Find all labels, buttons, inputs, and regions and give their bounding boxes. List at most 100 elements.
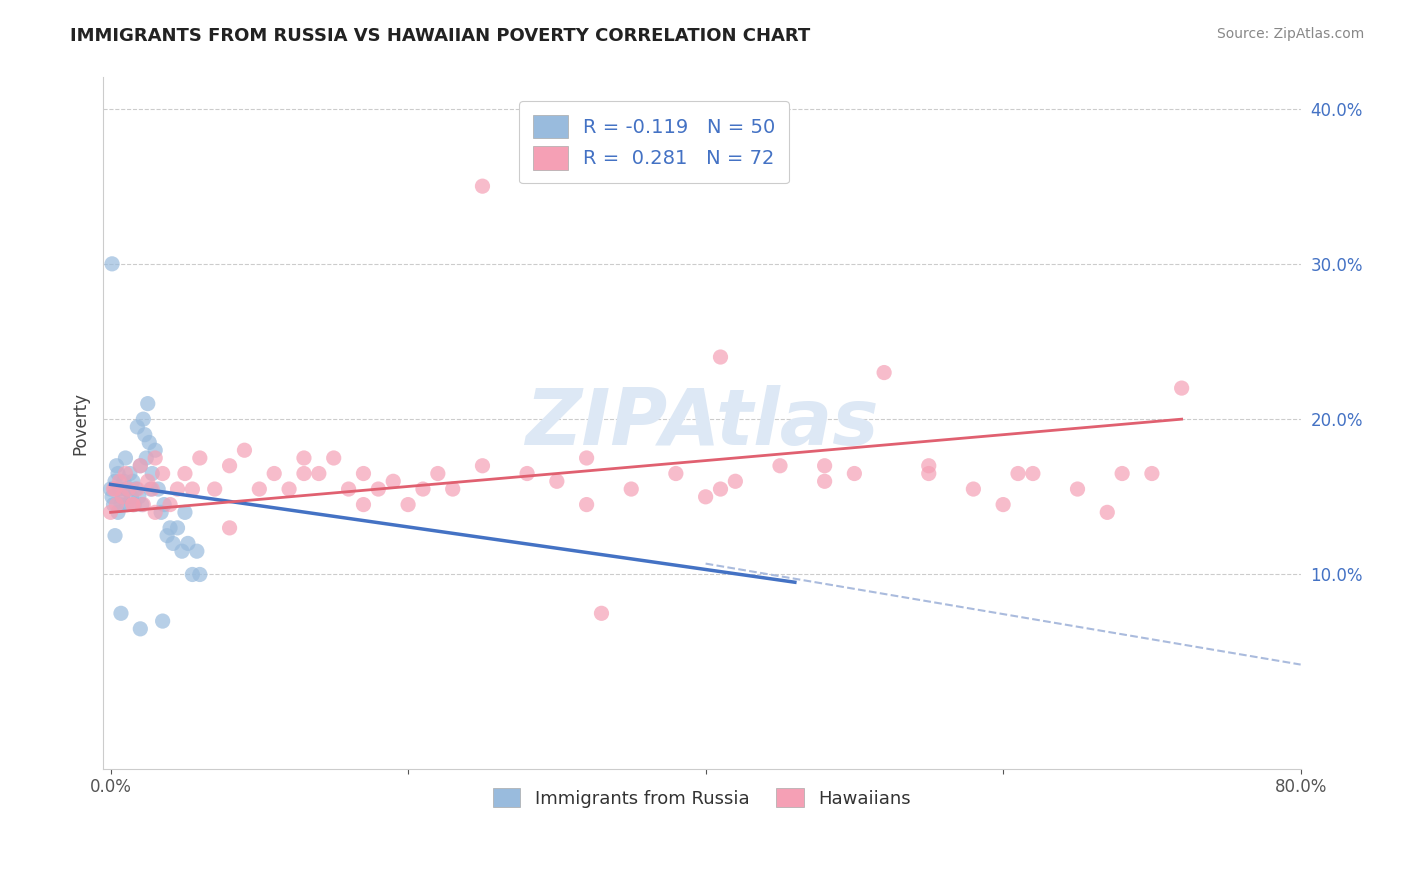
Point <box>575 450 598 465</box>
Point <box>104 529 127 543</box>
Point <box>103 482 125 496</box>
Point <box>122 498 145 512</box>
Point <box>104 475 127 489</box>
Point <box>174 467 197 481</box>
Point <box>108 475 131 489</box>
Point <box>516 467 538 481</box>
Point <box>166 521 188 535</box>
Point <box>101 257 124 271</box>
Point <box>103 498 125 512</box>
Point <box>125 482 148 496</box>
Point <box>107 505 129 519</box>
Point <box>111 490 134 504</box>
Point <box>100 482 122 496</box>
Point <box>132 498 155 512</box>
Point <box>218 458 240 473</box>
Point <box>143 443 166 458</box>
Point <box>1007 467 1029 481</box>
Point <box>141 467 163 481</box>
Point <box>105 498 128 512</box>
Point <box>709 350 731 364</box>
Point <box>591 607 613 621</box>
Point <box>292 467 315 481</box>
Point <box>844 467 866 481</box>
Point <box>127 420 149 434</box>
Legend: Immigrants from Russia, Hawaiians: Immigrants from Russia, Hawaiians <box>486 781 918 815</box>
Point <box>131 498 153 512</box>
Point <box>471 458 494 473</box>
Point <box>620 482 643 496</box>
Point <box>204 482 226 496</box>
Point <box>695 490 717 504</box>
Point <box>162 536 184 550</box>
Point <box>181 567 204 582</box>
Point <box>139 482 162 496</box>
Point <box>353 498 375 512</box>
Point <box>122 498 145 512</box>
Text: ZIPAtlas: ZIPAtlas <box>526 385 879 461</box>
Point <box>441 482 464 496</box>
Point <box>118 467 141 481</box>
Point <box>1170 381 1192 395</box>
Point <box>117 482 139 496</box>
Point <box>108 482 131 496</box>
Y-axis label: Poverty: Poverty <box>72 392 89 455</box>
Point <box>1140 467 1163 481</box>
Point <box>156 529 179 543</box>
Point <box>136 396 159 410</box>
Point <box>114 450 136 465</box>
Point <box>1097 505 1119 519</box>
Point <box>138 435 160 450</box>
Point <box>117 482 139 496</box>
Point <box>122 475 145 489</box>
Point <box>143 505 166 519</box>
Point <box>153 498 176 512</box>
Point <box>152 467 174 481</box>
Point <box>124 498 146 512</box>
Point <box>135 450 157 465</box>
Point <box>112 475 135 489</box>
Point <box>104 482 127 496</box>
Point <box>814 458 837 473</box>
Point <box>471 179 494 194</box>
Point <box>128 490 150 504</box>
Point <box>100 505 122 519</box>
Point <box>918 467 941 481</box>
Point <box>150 505 173 519</box>
Point <box>129 458 152 473</box>
Point <box>1022 467 1045 481</box>
Point <box>107 467 129 481</box>
Point <box>127 482 149 496</box>
Point <box>174 505 197 519</box>
Point <box>233 443 256 458</box>
Point <box>166 482 188 496</box>
Point <box>546 475 568 489</box>
Point <box>991 498 1014 512</box>
Point <box>709 482 731 496</box>
Point <box>1111 467 1133 481</box>
Point <box>111 490 134 504</box>
Point <box>143 450 166 465</box>
Point <box>110 498 132 512</box>
Point <box>247 482 270 496</box>
Point <box>159 498 181 512</box>
Point <box>170 544 193 558</box>
Point <box>278 482 301 496</box>
Point <box>136 475 159 489</box>
Point <box>120 490 142 504</box>
Point <box>152 614 174 628</box>
Point <box>263 467 285 481</box>
Point <box>177 536 200 550</box>
Point <box>132 412 155 426</box>
Point <box>181 482 204 496</box>
Point <box>382 475 405 489</box>
Point <box>337 482 360 496</box>
Point <box>129 622 152 636</box>
Point <box>110 607 132 621</box>
Point <box>134 427 156 442</box>
Point <box>962 482 984 496</box>
Point <box>105 458 128 473</box>
Point <box>665 467 688 481</box>
Point <box>1066 482 1088 496</box>
Point <box>322 450 344 465</box>
